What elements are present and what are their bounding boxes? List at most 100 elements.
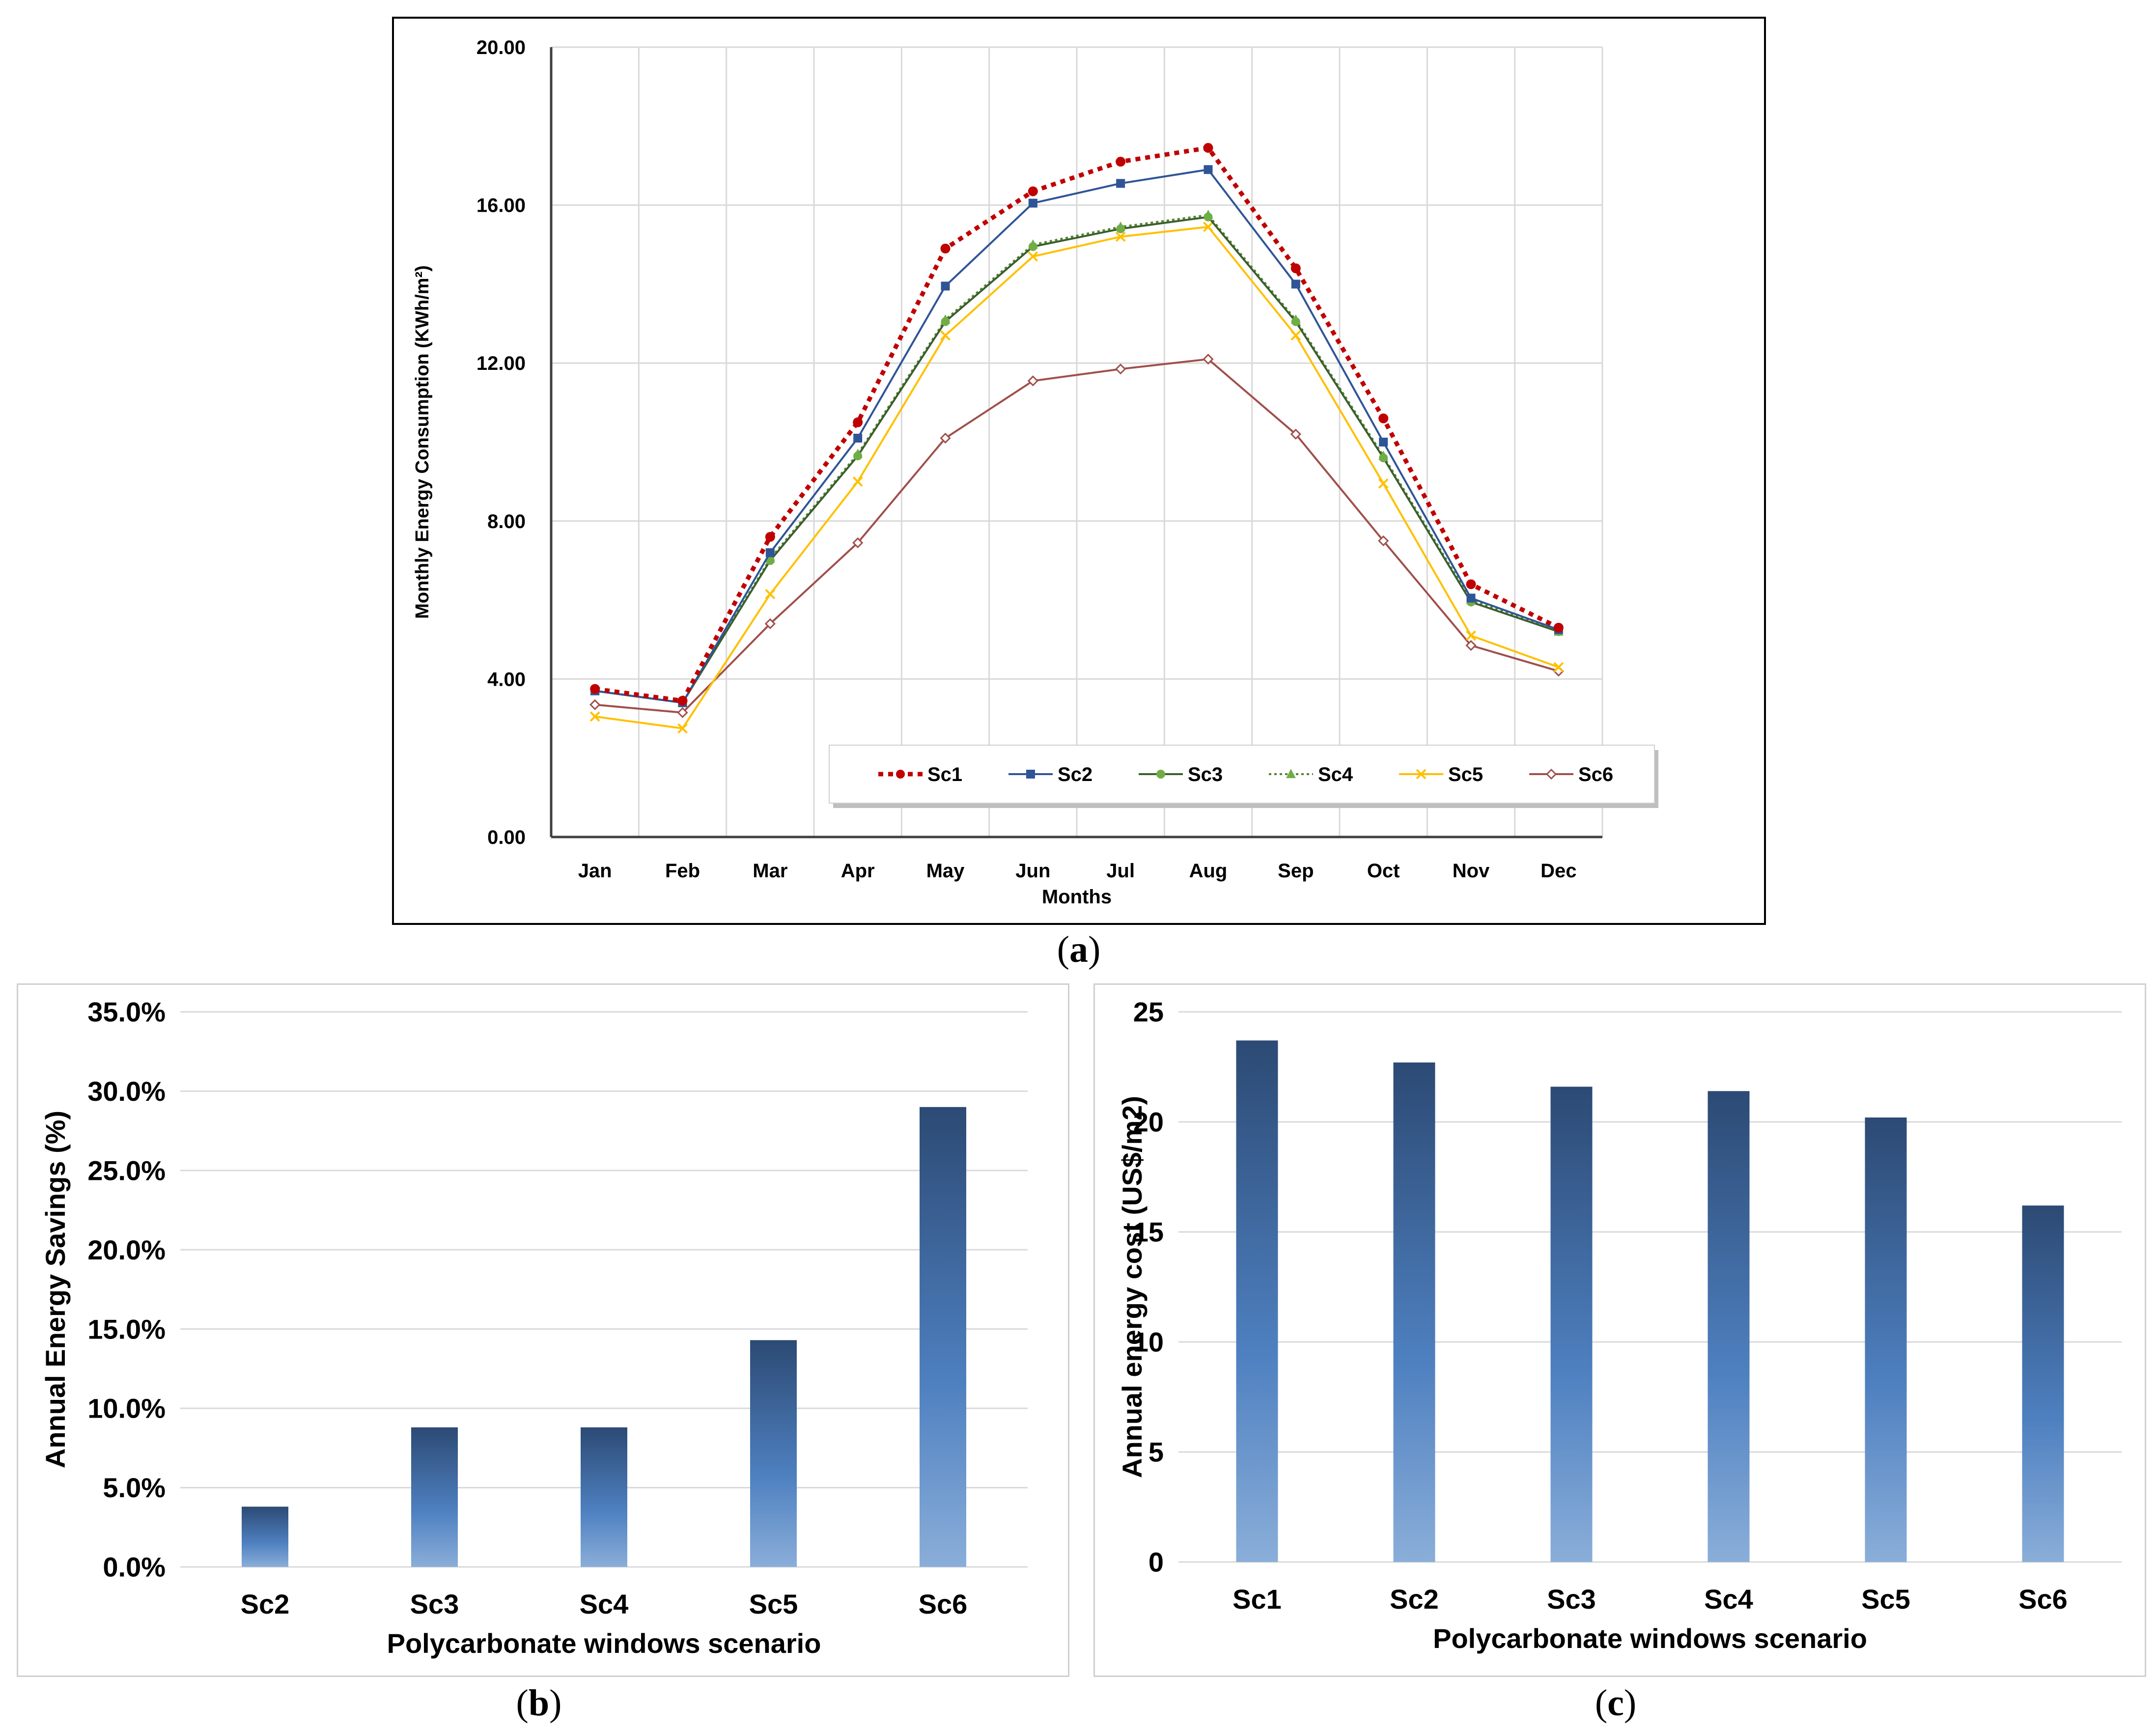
y-tick-label: 20.0% xyxy=(87,1234,166,1265)
y-tick-label: 30.0% xyxy=(87,1076,166,1107)
caption-a: (a) xyxy=(1057,929,1101,970)
x-axis-title: Polycarbonate windows scenario xyxy=(1433,1623,1867,1654)
y-tick-label: 8.00 xyxy=(487,511,526,532)
data-point xyxy=(1116,224,1125,233)
data-point xyxy=(853,417,863,427)
data-point xyxy=(1290,428,1301,440)
x-tick-label: Jan xyxy=(578,860,612,882)
x-tick-label: Sep xyxy=(1278,860,1314,882)
data-point xyxy=(1553,622,1564,633)
savings-chart-panel: 0.0% 5.0% 10.0% 15.0% 20.0% 25.0% 30.0% 35.0% Sc… xyxy=(17,983,1069,1677)
x-tick-label: Oct xyxy=(1367,860,1400,882)
x-tick-label: Sc3 xyxy=(1547,1584,1596,1615)
y-tick-label: 0.0% xyxy=(103,1552,166,1583)
data-point xyxy=(1116,157,1126,167)
y-tick-label: 25.0% xyxy=(87,1155,166,1186)
data-point xyxy=(852,537,864,549)
data-point xyxy=(764,618,776,629)
y-tick-label: 0.00 xyxy=(487,827,526,848)
x-tick-label: Nov xyxy=(1453,860,1490,882)
data-point xyxy=(940,330,951,341)
legend-item: Sc4 xyxy=(1269,764,1353,785)
series-sc5 xyxy=(589,222,1564,734)
data-point xyxy=(1028,251,1038,262)
data-point xyxy=(1028,242,1037,251)
bar-sc5 xyxy=(750,1340,797,1567)
data-point xyxy=(1291,317,1300,326)
data-point xyxy=(1465,640,1477,651)
data-point xyxy=(1027,375,1038,387)
legend-item: Sc3 xyxy=(1139,764,1223,785)
annual-cost-chart: 0 5 10 15 20 25 Sc1 Sc2 Sc3 Sc4 Sc5 Sc6 Polycarbonat… xyxy=(1117,997,2122,1654)
y-tick-label: 15 xyxy=(1133,1217,1164,1248)
bar-sc4 xyxy=(1708,1091,1750,1562)
x-tick-label: Aug xyxy=(1189,860,1228,882)
y-tick-label: 10 xyxy=(1133,1327,1164,1358)
data-point xyxy=(677,696,688,706)
y-tick-label: 5 xyxy=(1148,1437,1164,1468)
data-point xyxy=(941,317,950,326)
data-point xyxy=(1545,768,1557,780)
bar-sc2 xyxy=(242,1507,288,1567)
data-point xyxy=(940,244,951,254)
y-axis-title: Annual energy cost (US$/m2) xyxy=(1117,1096,1148,1478)
legend-item: Sc5 xyxy=(1399,764,1483,785)
series-line xyxy=(594,358,1559,714)
data-point xyxy=(852,476,863,487)
data-point xyxy=(1286,769,1296,779)
caption-c: (c) xyxy=(1595,1682,1637,1724)
x-tick-label: Jul xyxy=(1106,860,1135,882)
x-tick-label: Apr xyxy=(841,860,875,882)
y-tick-label: 20.00 xyxy=(476,37,526,58)
data-point xyxy=(677,723,688,734)
data-point xyxy=(590,684,600,694)
x-tick-label: Sc6 xyxy=(2018,1584,2068,1615)
x-axis-title: Polycarbonate windows scenario xyxy=(387,1628,821,1659)
y-tick-label: 35.0% xyxy=(87,997,166,1028)
y-tick-label: 12.00 xyxy=(476,353,526,374)
data-point xyxy=(1115,363,1126,375)
y-tick-label: 15.0% xyxy=(87,1313,166,1344)
x-tick-label: Sc4 xyxy=(580,1589,629,1619)
data-point xyxy=(1115,231,1126,242)
bar-sc6 xyxy=(920,1107,966,1567)
data-point xyxy=(1116,179,1125,188)
data-point xyxy=(589,699,601,710)
data-point xyxy=(1156,770,1165,779)
data-point xyxy=(1379,453,1388,463)
y-axis-title: Annual Energy Savings (%) xyxy=(40,1111,71,1468)
x-tick-label: Sc3 xyxy=(410,1589,459,1619)
data-point xyxy=(1416,769,1427,780)
legend-box xyxy=(829,745,1655,804)
y-tick-label: 4.00 xyxy=(487,669,526,690)
data-point xyxy=(1290,330,1301,341)
x-tick-label: Sc5 xyxy=(749,1589,798,1619)
data-point xyxy=(1203,222,1213,232)
data-point xyxy=(1028,186,1038,196)
y-tick-label: 25 xyxy=(1133,997,1164,1028)
y-tick-label: 16.00 xyxy=(476,195,526,217)
data-point xyxy=(896,770,905,779)
legend-label: Sc1 xyxy=(927,764,962,785)
cost-chart-panel: 0 5 10 15 20 25 Sc1 Sc2 Sc3 Sc4 Sc5 Sc6 Polycarbonat… xyxy=(1093,983,2146,1677)
x-tick-label: Feb xyxy=(665,860,700,882)
data-point xyxy=(1466,579,1476,589)
data-point xyxy=(1026,770,1035,779)
x-tick-label: Sc5 xyxy=(1861,1584,1910,1615)
legend-label: Sc4 xyxy=(1318,764,1353,785)
data-point xyxy=(1466,593,1476,603)
legend-label: Sc2 xyxy=(1058,764,1092,785)
data-point xyxy=(1203,143,1213,153)
data-point xyxy=(941,281,950,291)
data-point xyxy=(677,707,688,718)
bar-sc2 xyxy=(1393,1062,1435,1562)
legend-label: Sc5 xyxy=(1448,764,1483,785)
data-point xyxy=(1203,354,1214,365)
data-point xyxy=(1028,198,1037,208)
bar-sc6 xyxy=(2022,1205,2064,1562)
bar-sc1 xyxy=(1236,1040,1278,1562)
bar-sc4 xyxy=(581,1427,627,1567)
bar-sc3 xyxy=(411,1427,458,1567)
x-tick-label: Sc6 xyxy=(919,1589,968,1619)
legend-item: Sc1 xyxy=(878,764,962,785)
